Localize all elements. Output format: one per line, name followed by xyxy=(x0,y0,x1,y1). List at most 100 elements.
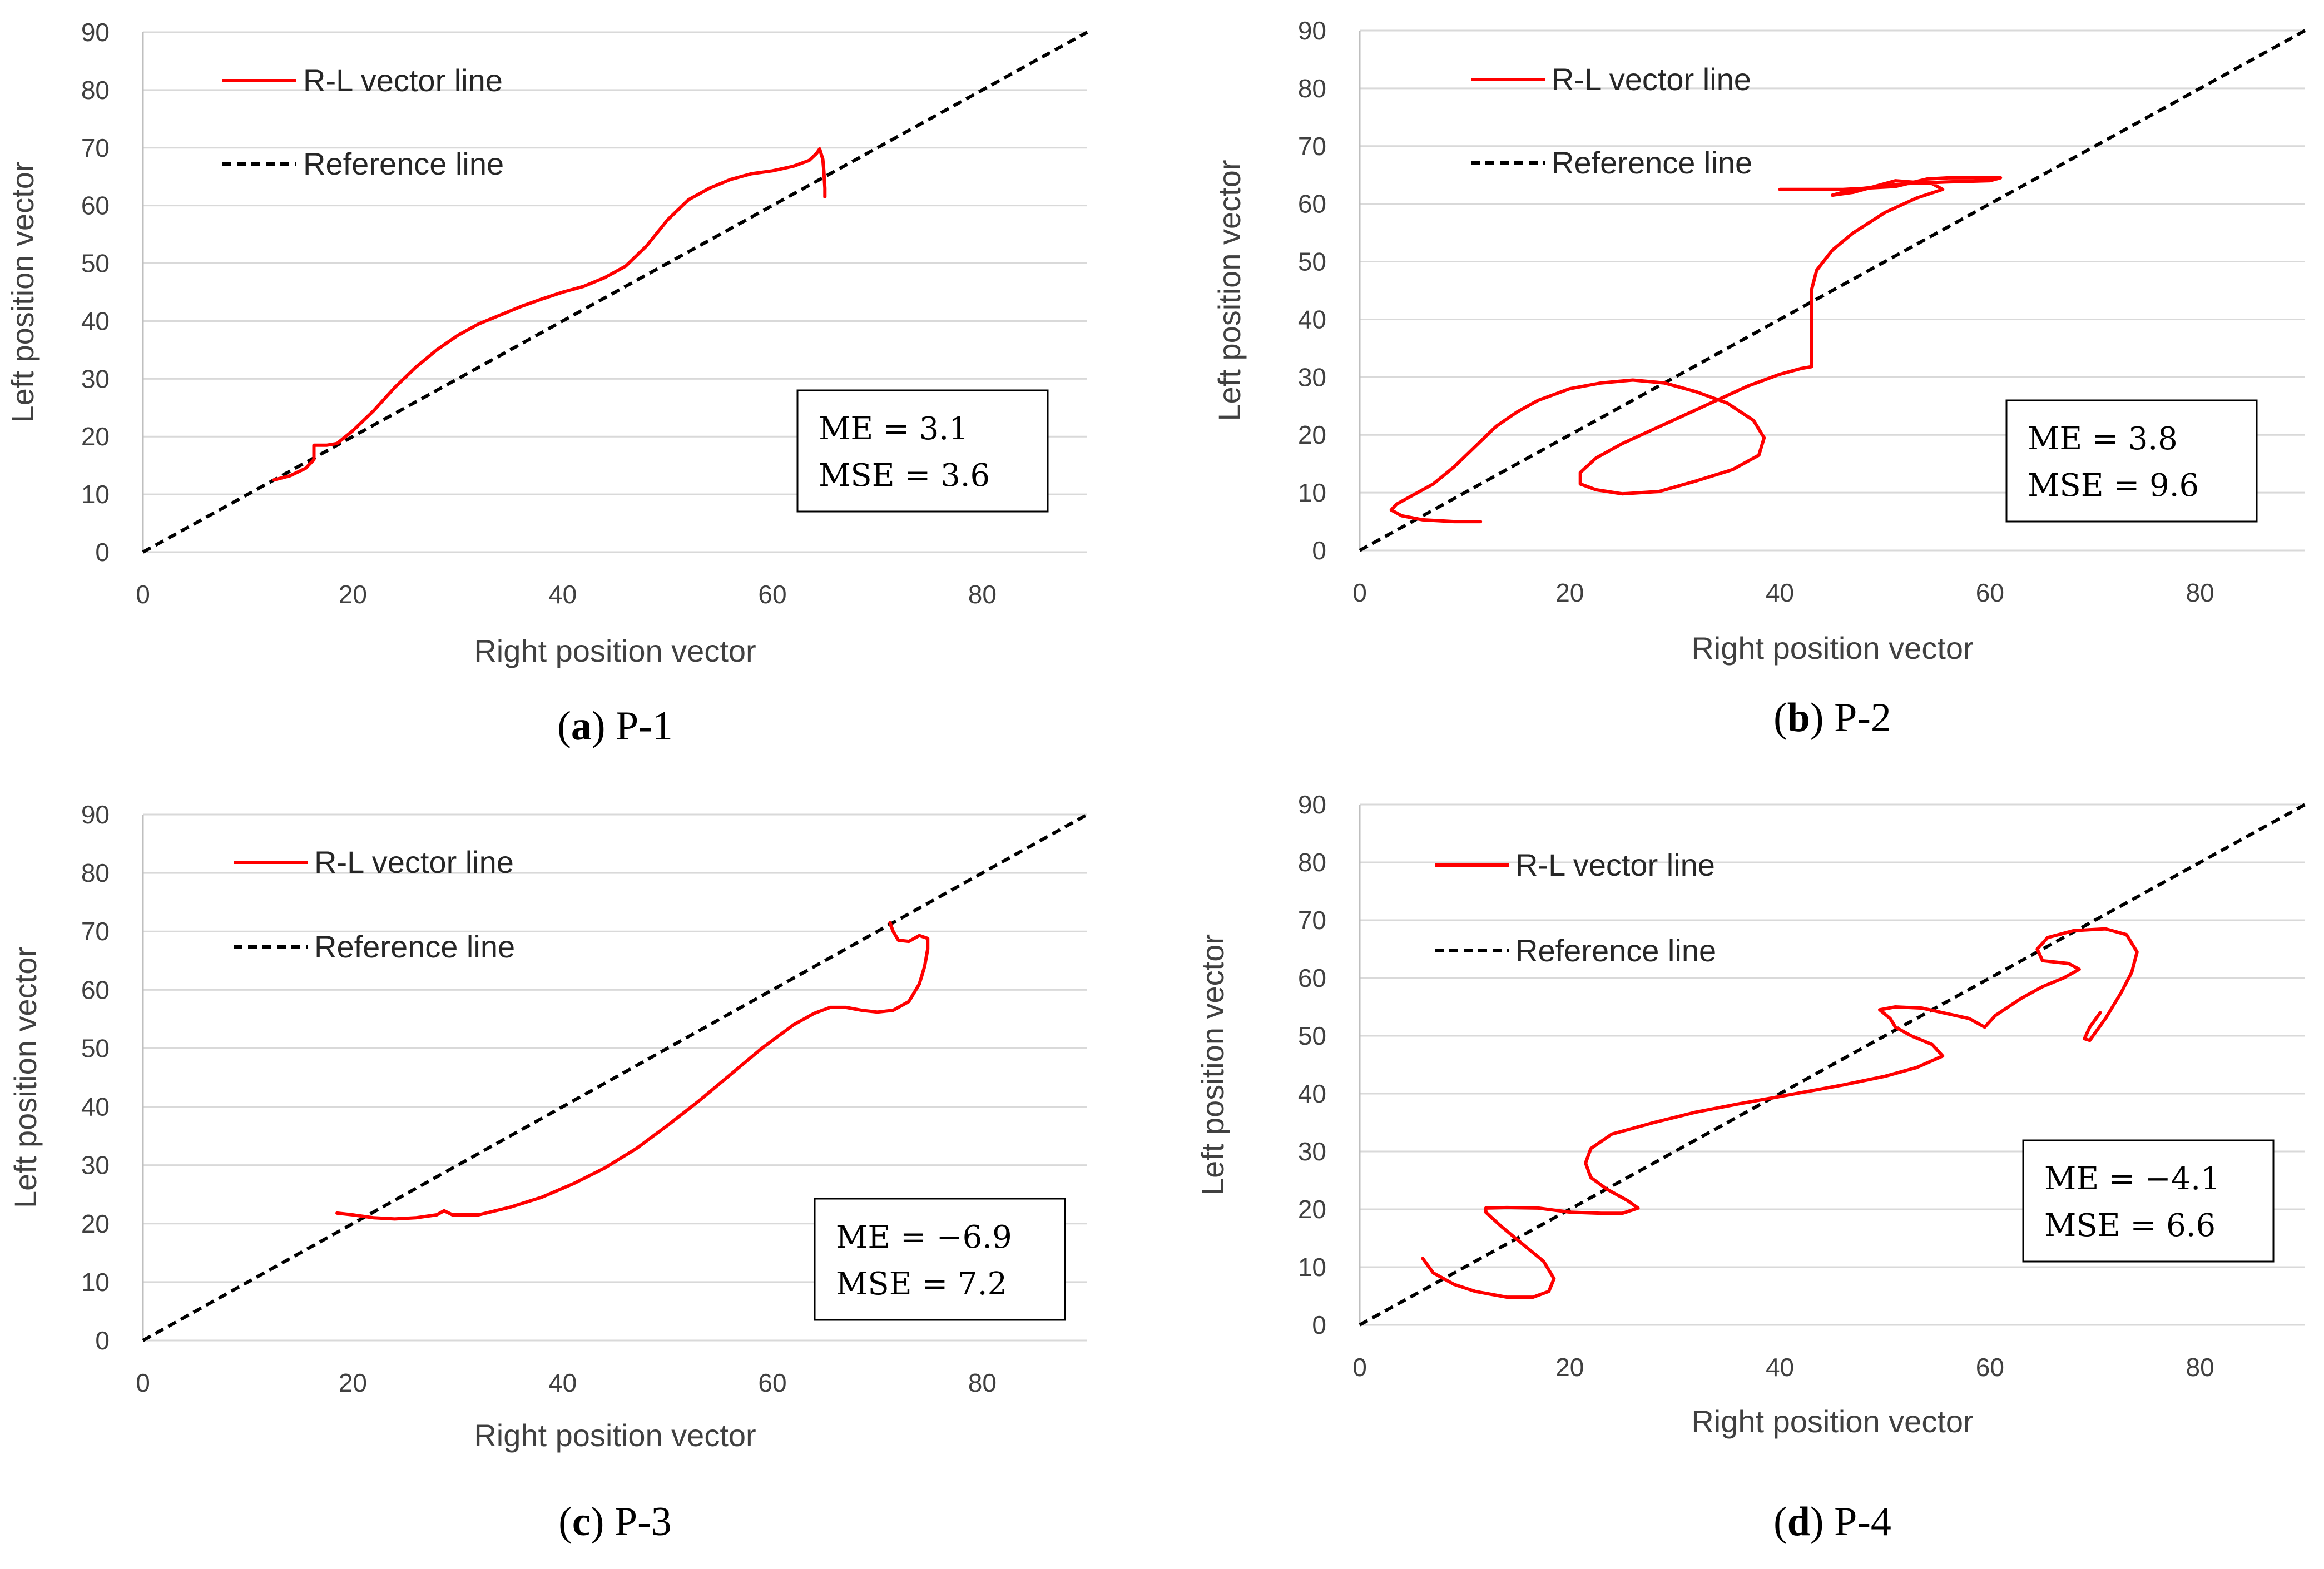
reference-line xyxy=(142,813,1088,1342)
panel-caption: (c) P-3 xyxy=(558,1499,671,1545)
y-axis-title: Left position vector xyxy=(5,161,40,423)
legend-label-reference: Reference line xyxy=(303,146,504,181)
x-tick-label: 20 xyxy=(1555,1353,1584,1382)
legend: R-L vector line Reference line xyxy=(1471,62,1752,180)
x-tick-label: 60 xyxy=(1976,578,2004,607)
reference-line xyxy=(142,31,1088,554)
y-tick-label: 40 xyxy=(1298,1079,1326,1108)
y-tick-label: 90 xyxy=(81,18,110,47)
y-tick-label: 10 xyxy=(81,1268,110,1297)
chart-svg-b: 0 10 20 30 40 50 60 70 80 90 0 20 40 60 80 Right positi… xyxy=(1212,16,2306,741)
y-tick-label: 90 xyxy=(81,800,110,829)
y-tick-label: 60 xyxy=(1298,190,1326,219)
panel-caption-text: P-2 xyxy=(1834,695,1891,741)
panel-caption: (d) P-4 xyxy=(1773,1499,1891,1545)
y-tick-label: 50 xyxy=(1298,247,1326,276)
y-tick-label: 80 xyxy=(81,858,110,887)
panel-caption-text: P-1 xyxy=(616,703,673,749)
stat-me: ME = −6.9 xyxy=(836,1219,1012,1255)
y-tick-label: 60 xyxy=(81,191,110,220)
chart-svg-d: 0 10 20 30 40 50 60 70 80 90 0 20 40 60 80 Right positi… xyxy=(1195,790,2306,1545)
x-tick-label: 40 xyxy=(548,1368,577,1397)
stat-mse: MSE = 6.6 xyxy=(2044,1208,2216,1244)
stat-me: ME = −4.1 xyxy=(2044,1161,2221,1197)
y-tick-label: 70 xyxy=(81,917,110,946)
y-tick-label: 0 xyxy=(95,1326,110,1355)
legend: R-L vector line Reference line xyxy=(234,845,515,964)
x-tick-label: 80 xyxy=(968,1368,997,1397)
stats-box-frame xyxy=(814,1198,1066,1321)
x-tick-label: 0 xyxy=(1352,1353,1367,1382)
y-tick-label: 70 xyxy=(81,133,110,162)
panel-caption-letter: c xyxy=(572,1499,591,1545)
x-tick-label: 80 xyxy=(968,580,997,609)
legend-label-reference: Reference line xyxy=(1515,933,1716,968)
panel-caption: (a) P-1 xyxy=(557,703,673,749)
panel-caption-text: P-4 xyxy=(1834,1499,1891,1545)
y-tick-label: 10 xyxy=(81,480,110,509)
stat-me: ME = 3.1 xyxy=(819,411,969,447)
stats-box-frame xyxy=(2022,1139,2275,1263)
y-tick-label: 20 xyxy=(1298,420,1326,449)
x-axis-title: Right position vector xyxy=(474,1418,756,1453)
x-tick-label: 80 xyxy=(2186,1353,2214,1382)
chart-svg-c: 0 10 20 30 40 50 60 70 80 90 0 20 40 60 80 Right positi… xyxy=(8,800,1088,1545)
stat-mse: MSE = 9.6 xyxy=(2028,468,2199,504)
y-axis-title: Left position vector xyxy=(1195,934,1230,1195)
legend-label-rl: R-L vector line xyxy=(1515,847,1715,882)
stats-box-frame xyxy=(2005,399,2258,523)
stats-box: ME = −4.1 MSE = 6.6 xyxy=(2022,1139,2275,1263)
panel-caption: (b) P-2 xyxy=(1773,695,1891,741)
y-tick-label: 80 xyxy=(1298,74,1326,103)
chart-svg-a: 0 10 20 30 40 50 60 70 80 90 0 20 40 60 80 Right positi… xyxy=(5,18,1088,749)
y-tick-label: 60 xyxy=(1298,964,1326,992)
y-tick-label: 30 xyxy=(81,1151,110,1180)
y-tick-label: 80 xyxy=(1298,848,1326,877)
stat-me: ME = 3.8 xyxy=(2028,421,2178,457)
y-axis-title: Left position vector xyxy=(8,947,43,1208)
gridlines xyxy=(143,31,1087,553)
stats-box: ME = −6.9 MSE = 7.2 xyxy=(814,1198,1066,1321)
y-tick-label: 10 xyxy=(1298,478,1326,507)
stats-box-frame xyxy=(796,389,1049,513)
x-tick-label: 0 xyxy=(136,580,150,609)
rl-vector-line xyxy=(272,147,827,482)
y-tick-label: 40 xyxy=(81,306,110,335)
y-tick-label: 70 xyxy=(1298,906,1326,935)
legend-label-rl: R-L vector line xyxy=(1552,62,1751,97)
stat-mse: MSE = 7.2 xyxy=(836,1266,1007,1302)
x-tick-label: 0 xyxy=(136,1368,150,1397)
y-tick-label: 50 xyxy=(81,1034,110,1062)
legend-label-rl: R-L vector line xyxy=(303,63,503,98)
legend-label-rl: R-L vector line xyxy=(314,845,514,880)
chart-panel-b: 0 10 20 30 40 50 60 70 80 90 0 20 40 60 80 Right positi… xyxy=(1162,0,2324,784)
y-tick-label: 20 xyxy=(1298,1195,1326,1224)
y-tick-label: 70 xyxy=(1298,132,1326,161)
y-tick-label: 90 xyxy=(1298,790,1326,819)
panel-caption-text: P-3 xyxy=(615,1499,672,1545)
y-tick-label: 20 xyxy=(81,422,110,451)
legend-label-reference: Reference line xyxy=(1552,145,1752,180)
y-tick-label: 50 xyxy=(81,249,110,278)
y-tick-label: 30 xyxy=(1298,363,1326,391)
x-tick-label: 80 xyxy=(2186,578,2214,607)
y-tick-label: 40 xyxy=(1298,305,1326,334)
legend: R-L vector line Reference line xyxy=(1435,847,1716,968)
stats-box: ME = 3.8 MSE = 9.6 xyxy=(2005,399,2258,523)
y-tick-label: 60 xyxy=(81,975,110,1004)
y-tick-label: 30 xyxy=(81,364,110,393)
y-axis-title: Left position vector xyxy=(1212,160,1247,421)
y-tick-label: 40 xyxy=(81,1093,110,1121)
x-tick-label: 40 xyxy=(548,580,577,609)
x-axis-title: Right position vector xyxy=(474,633,756,668)
y-tick-label: 0 xyxy=(1312,1310,1326,1339)
x-axis-title: Right position vector xyxy=(1691,1404,1973,1439)
y-tick-label: 0 xyxy=(1312,536,1326,565)
rl-vector-line xyxy=(1389,176,2003,524)
x-tick-label: 60 xyxy=(758,580,786,609)
chart-panel-c: 0 10 20 30 40 50 60 70 80 90 0 20 40 60 80 Right positi… xyxy=(0,784,1162,1569)
x-tick-label: 20 xyxy=(339,580,367,609)
y-tick-label: 90 xyxy=(1298,16,1326,45)
y-tick-label: 30 xyxy=(1298,1137,1326,1166)
x-tick-label: 60 xyxy=(1976,1353,2004,1382)
